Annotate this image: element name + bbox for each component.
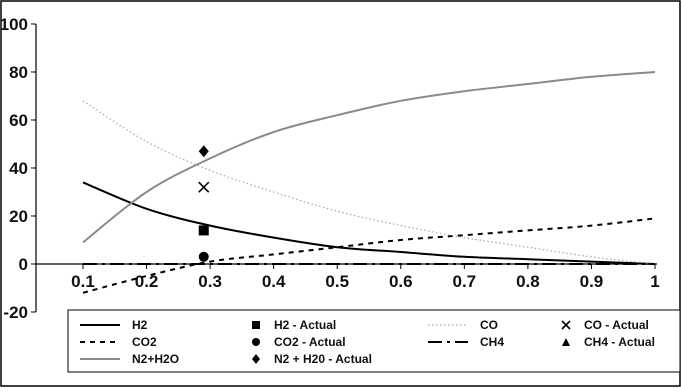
legend-swatch-square [252,321,260,329]
data-point-diamond [198,145,209,158]
x-tick-label: 0.3 [198,272,222,291]
legend-swatch-diamond [252,354,260,364]
y-tick-label: 100 [0,15,28,34]
y-tick-label: 80 [9,63,28,82]
legend-label: N2+H2O [132,352,179,366]
series-line-h2 [82,181,656,265]
x-tick-label: 0.5 [325,272,349,291]
y-tick-label: 60 [9,111,28,130]
y-tick-label: -20 [3,303,28,322]
legend-label: CO [480,318,498,332]
legend-box [67,309,681,373]
series-line-n2-h2o [82,71,656,244]
x-tick-label: 0.8 [516,272,540,291]
x-tick-label: 0.1 [71,272,95,291]
series-layer [82,71,656,294]
legend-swatch-circle [252,338,260,346]
legend-swatch-x-stroke [561,320,571,330]
x-tick-label: 0.7 [453,272,477,291]
y-tick-label: 20 [9,207,28,226]
series-line-co2 [82,217,656,294]
x-tick-label: 1 [650,272,659,291]
data-point-x-stroke [198,181,210,193]
legend-label: CH4 - Actual [584,335,655,349]
legend-label: CH4 [480,335,504,349]
x-tick-label: 0.9 [580,272,604,291]
legend-swatch-x [561,320,571,330]
legend: H2 H2 - Actual CO CO - Actual CO2 CO2 - Actua… [67,309,681,373]
x-tick-label: 0.6 [389,272,413,291]
legend-label: H2 [132,318,148,332]
y-tick-label: 40 [9,159,28,178]
legend-label: H2 - Actual [274,318,336,332]
data-point-circle [198,251,209,262]
x-tick-label: 0.2 [135,272,159,291]
actual-points-layer [198,145,210,262]
legend-label: N2 + H20 - Actual [274,352,372,366]
legend-label: CO2 [132,335,157,349]
legend-swatch-triangle [562,338,570,346]
legend-label: CO - Actual [584,318,649,332]
series-line-co [82,100,656,265]
x-tick-label: 0.4 [262,272,286,291]
y-tick-label: 0 [19,255,28,274]
legend-label: CO2 - Actual [274,335,346,349]
data-point-square [198,225,209,236]
data-point-x [198,181,210,193]
